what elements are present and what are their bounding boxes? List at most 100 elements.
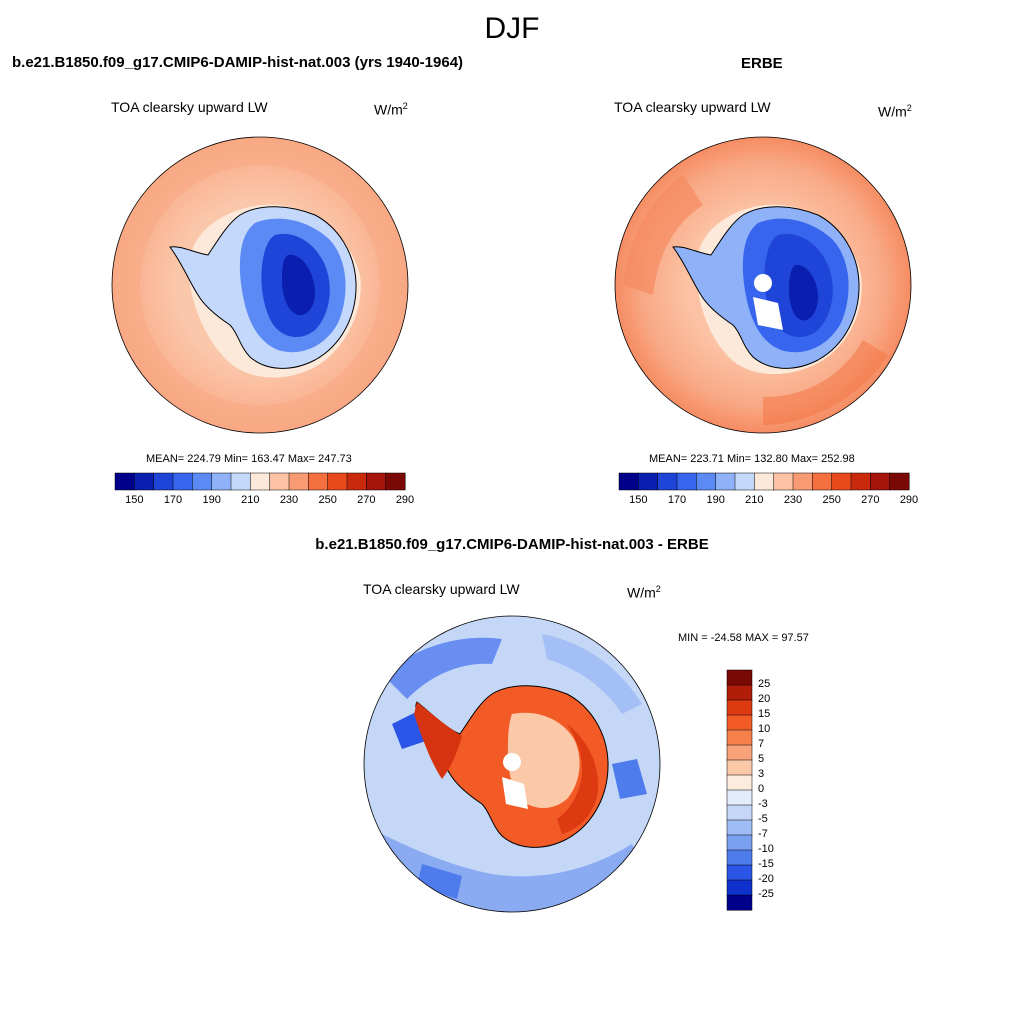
diff-colorbar-swatch xyxy=(726,849,753,866)
colorbar-swatch xyxy=(250,472,271,491)
colorbar-tick-label: 270 xyxy=(357,494,376,506)
colorbar-swatch xyxy=(734,472,755,491)
colorbar-swatch xyxy=(308,472,329,491)
colorbar-swatch xyxy=(230,472,251,491)
obs-pole-hole xyxy=(754,274,772,292)
colorbar-swatch xyxy=(870,472,891,491)
obs-polar-map xyxy=(614,136,912,434)
diff-colorbar-swatch xyxy=(726,894,753,911)
colorbar-swatch xyxy=(618,472,639,491)
colorbar-swatch xyxy=(676,472,697,491)
colorbar-tick-label: 170 xyxy=(667,494,687,506)
season-title: DJF xyxy=(484,12,540,45)
colorbar-swatch xyxy=(134,472,155,491)
colorbar-tick-label: 150 xyxy=(125,494,144,506)
model-stats: MEAN= 224.79 Min= 163.47 Max= 247.73 xyxy=(146,453,352,465)
diff-colorbar-swatch xyxy=(726,699,753,716)
diff-colorbar-tick-label: 20 xyxy=(758,693,771,705)
colorbar-swatch xyxy=(288,472,309,491)
diff-stats: MIN = -24.58 MAX = 97.57 xyxy=(678,632,809,644)
colorbar-swatch xyxy=(153,472,174,491)
obs-variable-label: TOA clearsky upward LW xyxy=(614,99,771,115)
obs-stats: MEAN= 223.71 Min= 132.80 Max= 252.98 xyxy=(649,453,855,465)
diff-units-label: W/m2 xyxy=(627,584,661,601)
diff-colorbar-swatch xyxy=(726,729,753,746)
diff-colorbar-swatch xyxy=(726,834,753,851)
colorbar-swatch xyxy=(850,472,871,491)
diff-colorbar-swatch xyxy=(726,819,753,836)
diff-antarctica-warm-east xyxy=(557,724,599,834)
obs-colorbar xyxy=(618,472,910,491)
obs-missing-wedge xyxy=(753,297,783,330)
model-colorbar-labels: 150 170 190 210 230 250 270 290 xyxy=(110,494,414,508)
colorbar-tick-label: 250 xyxy=(318,494,337,506)
obs-warm-patch-2 xyxy=(763,340,888,425)
diff-colorbar-tick-label: 15 xyxy=(758,708,771,720)
diff-colorbar-tick-label: -7 xyxy=(758,828,768,840)
colorbar-swatch xyxy=(812,472,833,491)
model-variable-label: TOA clearsky upward LW xyxy=(111,99,268,115)
colorbar-tick-label: 290 xyxy=(395,494,415,506)
colorbar-swatch xyxy=(792,472,813,491)
diff-blue-spot-2 xyxy=(612,759,647,799)
colorbar-tick-label: 210 xyxy=(745,494,764,506)
diff-colorbar xyxy=(726,669,753,911)
colorbar-tick-label: 290 xyxy=(899,494,919,506)
diff-blue-band-3 xyxy=(542,634,642,714)
diff-colorbar-swatch xyxy=(726,759,753,776)
model-panel-title: b.e21.B1850.f09_g17.CMIP6-DAMIP-hist-nat… xyxy=(12,54,464,71)
colorbar-swatch xyxy=(172,472,193,491)
obs-panel-title: ERBE xyxy=(741,55,783,72)
colorbar-swatch xyxy=(211,472,232,491)
obs-warm-patch-1 xyxy=(623,175,703,295)
obs-antarctica-core xyxy=(789,264,818,321)
model-antarctica-core xyxy=(282,254,316,316)
diff-colorbar-tick-label: 7 xyxy=(758,738,765,750)
obs-colorbar-labels: 150 170 190 210 230 250 270 290 xyxy=(614,494,918,508)
colorbar-tick-label: 230 xyxy=(279,494,299,506)
obs-units-label: W/m2 xyxy=(878,103,912,120)
diff-polar-map xyxy=(363,615,661,913)
diff-colorbar-tick-label: -25 xyxy=(758,888,774,900)
colorbar-swatch xyxy=(269,472,290,491)
diff-colorbar-swatch xyxy=(726,669,753,686)
colorbar-tick-label: 270 xyxy=(861,494,880,506)
colorbar-tick-label: 250 xyxy=(822,494,841,506)
colorbar-swatch xyxy=(346,472,367,491)
colorbar-swatch xyxy=(773,472,794,491)
diff-blue-spot-3 xyxy=(417,864,462,899)
diff-colorbar-tick-label: 5 xyxy=(758,753,765,765)
diff-pole-hole xyxy=(503,753,521,771)
diff-panel-title: b.e21.B1850.f09_g17.CMIP6-DAMIP-hist-nat… xyxy=(315,536,709,553)
diff-colorbar-tick-label: -20 xyxy=(758,873,774,885)
diff-colorbar-tick-label: 0 xyxy=(758,783,765,795)
diff-colorbar-labels: 25 20 15 10 7 5 3 0 -3 -5 -7 -10 -15 -20 -25 xyxy=(758,670,808,910)
colorbar-swatch xyxy=(831,472,852,491)
colorbar-swatch xyxy=(366,472,387,491)
diff-variable-label: TOA clearsky upward LW xyxy=(363,581,520,597)
colorbar-tick-label: 190 xyxy=(706,494,725,506)
colorbar-swatch xyxy=(114,472,135,491)
diff-colorbar-swatch xyxy=(726,864,753,881)
colorbar-swatch xyxy=(638,472,659,491)
diff-colorbar-swatch xyxy=(726,744,753,761)
colorbar-swatch xyxy=(715,472,736,491)
diff-colorbar-tick-label: 3 xyxy=(758,768,765,780)
colorbar-swatch xyxy=(657,472,678,491)
colorbar-tick-label: 170 xyxy=(163,494,183,506)
model-polar-map xyxy=(111,136,409,434)
diff-colorbar-tick-label: -3 xyxy=(758,798,768,810)
diff-missing-wedge xyxy=(502,777,528,809)
diff-colorbar-swatch xyxy=(726,774,753,791)
diff-colorbar-tick-label: -10 xyxy=(758,843,774,855)
colorbar-swatch xyxy=(696,472,717,491)
diff-colorbar-swatch xyxy=(726,684,753,701)
model-colorbar xyxy=(114,472,406,491)
colorbar-swatch xyxy=(889,472,910,491)
diff-colorbar-swatch xyxy=(726,879,753,896)
model-units-label: W/m2 xyxy=(374,101,408,118)
colorbar-swatch xyxy=(385,472,406,491)
diff-colorbar-swatch xyxy=(726,714,753,731)
diff-colorbar-swatch xyxy=(726,804,753,821)
diff-colorbar-tick-label: 10 xyxy=(758,723,771,735)
